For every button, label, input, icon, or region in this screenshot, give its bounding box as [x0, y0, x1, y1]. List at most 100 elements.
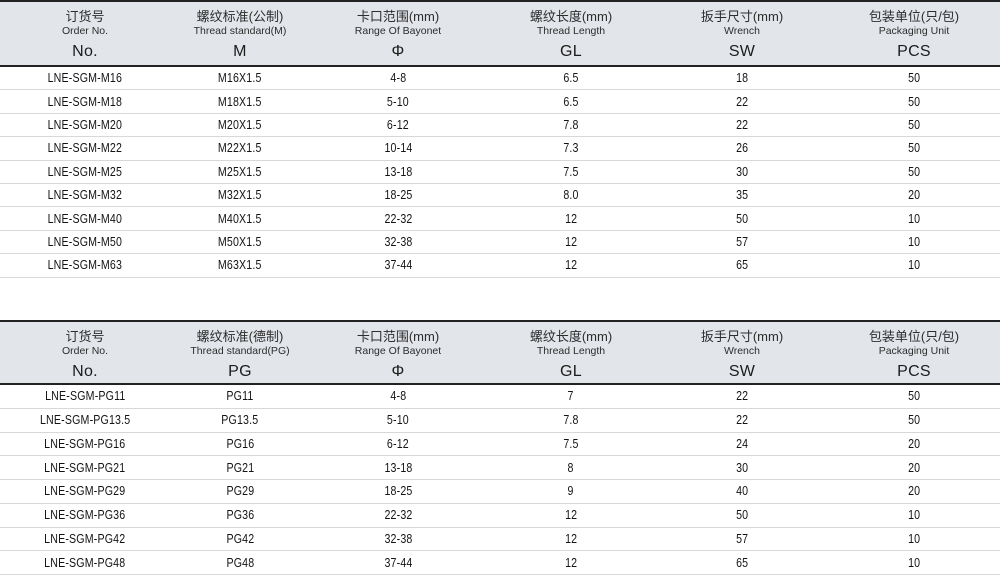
cell-text: 7.3 — [563, 141, 579, 156]
table-cell: 5-10 — [310, 411, 486, 429]
table-cell: 35 — [656, 186, 828, 204]
cell-text: LNE-SGM-M50 — [47, 234, 123, 249]
column-header: 包装单位(只/包) Packaging Unit PCS — [828, 322, 1000, 383]
cell-text: 20 — [907, 460, 921, 475]
column-header: 螺纹长度(mm) Thread Length GL — [486, 322, 656, 383]
table-cell: LNE-SGM-M50 — [0, 233, 170, 251]
column-header: 订货号 Order No. No. — [0, 322, 170, 383]
table-cell: LNE-SGM-PG48 — [0, 554, 170, 572]
cell-text: PG21 — [226, 460, 254, 475]
table-cell: 50 — [656, 506, 828, 524]
cell-text: 18 — [735, 71, 749, 86]
cell-text: 20 — [907, 484, 921, 499]
cell-text: 10 — [907, 531, 921, 546]
table-cell: 50 — [828, 69, 1000, 87]
table-cell: 12 — [486, 554, 656, 572]
table-row: LNE-SGM-M20 M20X1.5 6-12 7.8 22 50 — [0, 113, 1000, 138]
table-cell: LNE-SGM-PG42 — [0, 530, 170, 548]
table-cell: LNE-SGM-PG29 — [0, 482, 170, 500]
table-cell: PG29 — [170, 482, 310, 500]
table-row: LNE-SGM-M16 M16X1.5 4-8 6.5 18 50 — [0, 67, 1000, 91]
table-cell: 6-12 — [310, 435, 486, 453]
table-cell: M18X1.5 — [170, 93, 310, 111]
cell-text: LNE-SGM-PG11 — [44, 389, 126, 404]
cell-text: 12 — [564, 508, 578, 523]
cell-text: 50 — [907, 117, 921, 132]
cell-text: 4-8 — [390, 389, 406, 404]
table-cell: 22-32 — [310, 210, 486, 228]
column-title-en: Thread Length — [536, 25, 606, 37]
table-cell: 37-44 — [310, 256, 486, 274]
table-cell: PG42 — [170, 530, 310, 548]
cell-text: LNE-SGM-M16 — [47, 71, 123, 86]
table-cell: LNE-SGM-M63 — [0, 256, 170, 274]
cell-text: 32-38 — [383, 234, 413, 249]
cell-text: LNE-SGM-PG48 — [44, 555, 126, 570]
table-cell: 65 — [656, 256, 828, 274]
cell-text: LNE-SGM-PG29 — [44, 484, 126, 499]
cell-text: 50 — [907, 71, 921, 86]
column-title-en: Packaging Unit — [878, 25, 950, 37]
cell-text: LNE-SGM-M20 — [47, 117, 123, 132]
cell-text: LNE-SGM-PG13.5 — [39, 413, 131, 428]
column-header: 螺纹标准(公制) Thread standard(M) M — [170, 2, 310, 65]
cell-text: 18-25 — [383, 188, 413, 203]
table-cell: PG16 — [170, 435, 310, 453]
cell-text: LNE-SGM-M32 — [47, 188, 123, 203]
cell-text: 10 — [907, 555, 921, 570]
column-title-zh: 卡口范围(mm) — [356, 329, 440, 344]
cell-text: LNE-SGM-M22 — [47, 141, 123, 156]
column-title-zh: 螺纹长度(mm) — [529, 9, 613, 24]
table-cell: M50X1.5 — [170, 233, 310, 251]
table-cell: 7.8 — [486, 116, 656, 134]
cell-text: PG48 — [226, 555, 254, 570]
column-title-en: Wrench — [724, 25, 760, 37]
table-cell: 50 — [828, 163, 1000, 181]
table-cell: M22X1.5 — [170, 139, 310, 157]
table-cell: 10 — [828, 256, 1000, 274]
cell-text: 6-12 — [387, 436, 409, 451]
table-cell: 40 — [656, 482, 828, 500]
table-cell: 4-8 — [310, 387, 486, 405]
table-cell: 7.5 — [486, 435, 656, 453]
cell-text: 50 — [735, 508, 749, 523]
cell-text: 6.5 — [563, 71, 579, 86]
column-title-en: Thread standard(M) — [193, 25, 287, 37]
cell-text: 7.5 — [563, 164, 579, 179]
table-header: 订货号 Order No. No. 螺纹标准(德制) Thread standard(P… — [0, 320, 1000, 385]
cell-text: PG16 — [226, 436, 254, 451]
table-body: LNE-SGM-PG11 PG11 4-8 7 22 50 LNE-SGM-PG13.5 PG… — [0, 385, 1000, 575]
cell-text: 22 — [735, 94, 749, 109]
cell-text: 18-25 — [383, 484, 413, 499]
table-cell: 10 — [828, 210, 1000, 228]
table-cell: M25X1.5 — [170, 163, 310, 181]
table-cell: 6.5 — [486, 93, 656, 111]
table-cell: 50 — [828, 93, 1000, 111]
cell-text: 5-10 — [387, 413, 409, 428]
cell-text: 8 — [567, 460, 575, 475]
table-cell: 10 — [828, 554, 1000, 572]
column-title-en: Range Of Bayonet — [354, 25, 442, 37]
table-row: LNE-SGM-PG21 PG21 13-18 8 30 20 — [0, 456, 1000, 480]
table-row: LNE-SGM-PG11 PG11 4-8 7 22 50 — [0, 385, 1000, 409]
column-code: M — [233, 43, 247, 60]
table-cell: LNE-SGM-M16 — [0, 69, 170, 87]
cell-text: 32-38 — [383, 531, 413, 546]
cell-text: 22-32 — [383, 211, 413, 226]
cell-text: 12 — [564, 258, 578, 273]
table-cell: 9 — [486, 482, 656, 500]
table-row: LNE-SGM-M22 M22X1.5 10-14 7.3 26 50 — [0, 137, 1000, 161]
column-header: 包装单位(只/包) Packaging Unit PCS — [828, 2, 1000, 65]
cell-text: 7.5 — [563, 436, 579, 451]
table-cell: M20X1.5 — [170, 116, 310, 134]
table-cell: 20 — [828, 459, 1000, 477]
table-cell: LNE-SGM-M22 — [0, 139, 170, 157]
column-code: GL — [560, 363, 582, 380]
cell-text: 30 — [735, 164, 749, 179]
table-row: LNE-SGM-PG36 PG36 22-32 12 50 10 — [0, 503, 1000, 528]
column-title-zh: 扳手尺寸(mm) — [700, 329, 784, 344]
table-cell: 18-25 — [310, 186, 486, 204]
column-code: Φ — [391, 363, 405, 380]
cell-text: M50X1.5 — [218, 234, 262, 249]
column-title-en: Order No. — [61, 345, 109, 357]
